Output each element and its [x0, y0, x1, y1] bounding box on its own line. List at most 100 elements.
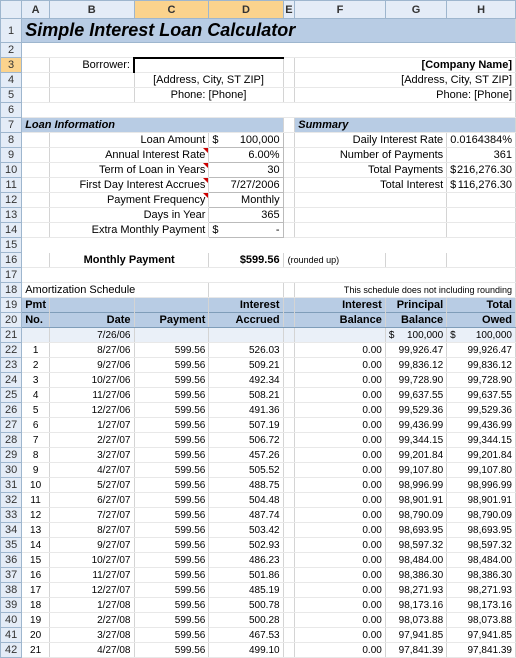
loan-field-value-3[interactable]: 7/27/2006: [209, 178, 283, 193]
pmt-no-20: 20: [22, 628, 50, 643]
row-header-12[interactable]: 12: [1, 193, 22, 208]
loan-info-header: Loan Information: [22, 118, 283, 133]
pmt-no-7: 7: [22, 433, 50, 448]
loan-field-label-0: Loan Amount: [49, 133, 208, 148]
row-header-27[interactable]: 27: [1, 418, 22, 433]
row-header-29[interactable]: 29: [1, 448, 22, 463]
col-header-D[interactable]: D: [209, 1, 283, 19]
borrower-input[interactable]: [134, 58, 283, 73]
col-header-C[interactable]: C: [134, 1, 209, 19]
row-header-33[interactable]: 33: [1, 508, 22, 523]
row-header-3[interactable]: 3: [1, 58, 22, 73]
pmt-no-4: 4: [22, 388, 50, 403]
loan-field-value-4[interactable]: Monthly: [209, 193, 283, 208]
spreadsheet-grid[interactable]: ABCDEFGH 1Simple Interest Loan Calculato…: [0, 0, 516, 658]
amort-col-ibal: Balance: [295, 313, 386, 328]
amort-col-accrued: Accrued: [209, 313, 283, 328]
loan-field-value-1[interactable]: 6.00%: [209, 148, 283, 163]
col-header-E[interactable]: E: [283, 1, 295, 19]
row-header-20[interactable]: 20: [1, 313, 22, 328]
row-header-34[interactable]: 34: [1, 523, 22, 538]
summary-field-label-0: Daily Interest Rate: [295, 133, 447, 148]
row-header-14[interactable]: 14: [1, 223, 22, 238]
row-header-30[interactable]: 30: [1, 463, 22, 478]
row-header-7[interactable]: 7: [1, 118, 22, 133]
row-header-36[interactable]: 36: [1, 553, 22, 568]
summary-field-label-1: Number of Payments: [295, 148, 447, 163]
row-header-18[interactable]: 18: [1, 283, 22, 298]
row-header-6[interactable]: 6: [1, 103, 22, 118]
pmt-no-9: 9: [22, 463, 50, 478]
pmt-no-17: 17: [22, 583, 50, 598]
amort-col-payment: Payment: [134, 313, 209, 328]
col-header-G[interactable]: G: [385, 1, 446, 19]
row-header-41[interactable]: 41: [1, 628, 22, 643]
loan-field-value-6[interactable]: $-: [209, 223, 283, 238]
row-header-5[interactable]: 5: [1, 88, 22, 103]
borrower-label: Borrower:: [49, 58, 134, 73]
loan-field-value-2[interactable]: 30: [209, 163, 283, 178]
loan-field-label-3: First Day Interest Accrues: [49, 178, 208, 193]
amort-col-owed: Owed: [447, 313, 516, 328]
row-header-11[interactable]: 11: [1, 178, 22, 193]
pmt-no-15: 15: [22, 553, 50, 568]
pmt-no-11: 11: [22, 493, 50, 508]
pmt-no-16: 16: [22, 568, 50, 583]
row-header-23[interactable]: 23: [1, 358, 22, 373]
row-header-39[interactable]: 39: [1, 598, 22, 613]
row-header-26[interactable]: 26: [1, 403, 22, 418]
col-header-B[interactable]: B: [49, 1, 134, 19]
col-header-A[interactable]: A: [22, 1, 50, 19]
row-header-38[interactable]: 38: [1, 583, 22, 598]
row-header-28[interactable]: 28: [1, 433, 22, 448]
loan-field-label-5: Days in Year: [49, 208, 208, 223]
borrower-phone: Phone: [Phone]: [134, 88, 283, 103]
loan-field-label-4: Payment Frequency: [49, 193, 208, 208]
col-header-H[interactable]: H: [447, 1, 516, 19]
pmt-no-14: 14: [22, 538, 50, 553]
row-header-37[interactable]: 37: [1, 568, 22, 583]
row-header-2[interactable]: 2: [1, 43, 22, 58]
summary-field-value-2: $216,276.30: [447, 163, 516, 178]
row-header-15[interactable]: 15: [1, 238, 22, 253]
amort-col-no: No.: [22, 313, 50, 328]
amort-schedule-label: Amortization Schedule: [22, 283, 209, 298]
loan-field-value-0[interactable]: $100,000: [209, 133, 283, 148]
row-header-19[interactable]: 19: [1, 298, 22, 313]
row-header-17[interactable]: 17: [1, 268, 22, 283]
col-header-F[interactable]: F: [295, 1, 386, 19]
summary-field-label-2: Total Payments: [295, 163, 447, 178]
row-header-31[interactable]: 31: [1, 478, 22, 493]
row-header-10[interactable]: 10: [1, 163, 22, 178]
pmt-no-13: 13: [22, 523, 50, 538]
row-header-9[interactable]: 9: [1, 148, 22, 163]
loan-field-value-5[interactable]: 365: [209, 208, 283, 223]
monthly-payment-label: Monthly Payment: [49, 253, 208, 268]
row-header-42[interactable]: 42: [1, 643, 22, 658]
row-header-22[interactable]: 22: [1, 343, 22, 358]
amort-col-pbal: Balance: [385, 313, 446, 328]
row-header-40[interactable]: 40: [1, 613, 22, 628]
row-header-21[interactable]: 21: [1, 328, 22, 343]
row-header-13[interactable]: 13: [1, 208, 22, 223]
pmt-no-3: 3: [22, 373, 50, 388]
row-header-1[interactable]: 1: [1, 19, 22, 43]
row-header-8[interactable]: 8: [1, 133, 22, 148]
column-headers: ABCDEFGH: [1, 1, 516, 19]
row-header-25[interactable]: 25: [1, 388, 22, 403]
row-header-4[interactable]: 4: [1, 73, 22, 88]
pmt-no-18: 18: [22, 598, 50, 613]
monthly-payment-value: $599.56: [209, 253, 283, 268]
pmt-no-5: 5: [22, 403, 50, 418]
row-header-24[interactable]: 24: [1, 373, 22, 388]
pmt-no-1: 1: [22, 343, 50, 358]
loan-field-label-6: Extra Monthly Payment: [49, 223, 208, 238]
row-header-16[interactable]: 16: [1, 253, 22, 268]
row-header-32[interactable]: 32: [1, 493, 22, 508]
company-address: [Address, City, ST ZIP]: [295, 73, 516, 88]
pmt-no-6: 6: [22, 418, 50, 433]
loan-field-label-2: Term of Loan in Years: [49, 163, 208, 178]
row-header-35[interactable]: 35: [1, 538, 22, 553]
pmt-no-8: 8: [22, 448, 50, 463]
rounded-up-note: (rounded up): [283, 253, 385, 268]
